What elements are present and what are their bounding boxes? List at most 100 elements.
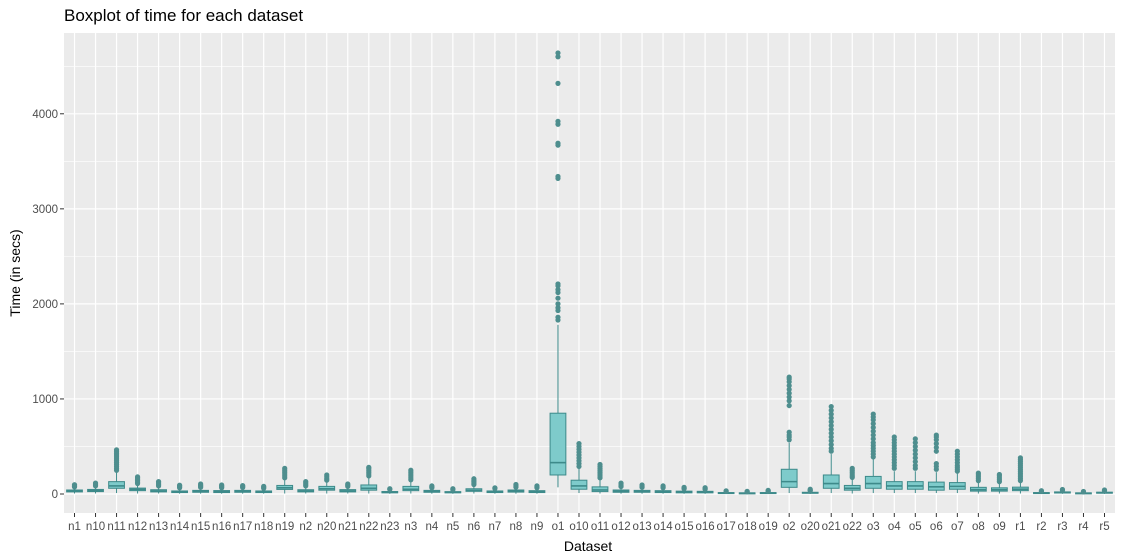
x-tick-label: o5 bbox=[909, 521, 922, 533]
outlier-point bbox=[933, 441, 939, 447]
outlier-point bbox=[786, 429, 792, 435]
outlier-point bbox=[828, 411, 834, 417]
outlier-point bbox=[828, 419, 834, 425]
outlier-point bbox=[513, 481, 519, 488]
box-o15 bbox=[675, 484, 693, 494]
outlier-point bbox=[555, 80, 561, 86]
box-n22 bbox=[360, 464, 378, 494]
x-tick-label: n21 bbox=[338, 521, 357, 533]
x-tick-label: o22 bbox=[843, 521, 862, 533]
x-tick-label: o19 bbox=[759, 521, 778, 533]
box-n9 bbox=[528, 483, 546, 494]
x-tick-label: o1 bbox=[552, 521, 565, 533]
outlier-point bbox=[849, 465, 855, 471]
y-axis: 0 1000 2000 3000 4000 bbox=[32, 109, 64, 501]
box-o18 bbox=[738, 488, 756, 495]
box-iqr bbox=[570, 479, 588, 490]
outlier-point bbox=[555, 118, 561, 124]
x-tick-label: o12 bbox=[611, 521, 630, 533]
x-tick-label: n4 bbox=[425, 521, 438, 533]
box-n17 bbox=[234, 483, 252, 494]
y-tick-label: 0 bbox=[52, 489, 58, 501]
x-tick-label: o2 bbox=[783, 521, 796, 533]
outlier-point bbox=[996, 471, 1002, 478]
outlier-point bbox=[92, 480, 99, 486]
x-tick-label: n16 bbox=[212, 521, 231, 533]
x-axis-title: Dataset bbox=[564, 538, 612, 554]
outlier-point bbox=[555, 314, 561, 320]
outlier-point bbox=[828, 422, 834, 429]
outlier-point bbox=[660, 483, 666, 489]
x-tick-label: n11 bbox=[107, 521, 125, 533]
outlier-point bbox=[597, 461, 603, 468]
x-tick-label: o6 bbox=[930, 521, 943, 533]
box-o10 bbox=[570, 441, 588, 494]
box-n14 bbox=[171, 482, 188, 494]
box-n15 bbox=[192, 481, 210, 494]
x-tick-label: n1 bbox=[68, 521, 81, 533]
box-r5 bbox=[1096, 487, 1113, 494]
x-tick-label: r3 bbox=[1057, 521, 1067, 533]
outlier-point bbox=[303, 479, 309, 485]
x-tick-label: o3 bbox=[867, 521, 880, 533]
box-r2 bbox=[1033, 488, 1050, 495]
outlier-point bbox=[912, 462, 918, 469]
outlier-point bbox=[912, 459, 918, 465]
x-tick-label: r5 bbox=[1099, 521, 1109, 533]
box-r1 bbox=[1012, 455, 1029, 494]
box-iqr bbox=[864, 475, 882, 489]
outlier-point bbox=[177, 482, 183, 488]
outlier-point bbox=[555, 281, 561, 287]
outlier-point bbox=[555, 301, 561, 307]
outlier-point bbox=[828, 407, 834, 413]
box-n21 bbox=[339, 481, 357, 494]
box-o9 bbox=[991, 471, 1008, 494]
x-tick-label: r1 bbox=[1015, 521, 1025, 533]
outlier-point bbox=[534, 483, 540, 489]
outlier-point bbox=[113, 447, 120, 453]
x-tick-label: n6 bbox=[467, 521, 480, 533]
outlier-point bbox=[1017, 455, 1024, 461]
x-tick-label: r2 bbox=[1036, 521, 1046, 533]
box-n6 bbox=[465, 476, 483, 494]
outlier-point bbox=[1059, 486, 1066, 493]
box-o3 bbox=[864, 411, 882, 494]
outlier-point bbox=[912, 440, 918, 446]
outlier-point bbox=[933, 432, 939, 438]
outlier-point bbox=[261, 483, 267, 489]
box-o16 bbox=[696, 485, 714, 494]
outlier-point bbox=[870, 432, 876, 438]
outlier-point bbox=[828, 430, 834, 436]
outlier-point bbox=[555, 54, 561, 60]
box-n5 bbox=[444, 486, 462, 494]
outlier-point bbox=[786, 383, 792, 389]
outlier-point bbox=[954, 448, 960, 454]
box-iqr bbox=[549, 412, 567, 476]
box-n20 bbox=[318, 472, 336, 494]
box-n4 bbox=[423, 483, 441, 494]
outlier-point bbox=[198, 481, 204, 487]
x-tick-label: n14 bbox=[170, 521, 190, 533]
outlier-point bbox=[555, 140, 561, 146]
outlier-point bbox=[828, 441, 834, 448]
box-n13 bbox=[150, 479, 167, 494]
x-tick-label: n5 bbox=[446, 521, 459, 533]
x-tick-label: n7 bbox=[489, 521, 502, 533]
box-o14 bbox=[654, 483, 672, 494]
box-o19 bbox=[759, 487, 777, 495]
box-o17 bbox=[717, 488, 735, 495]
outlier-point bbox=[429, 483, 435, 489]
outlier-point bbox=[744, 488, 750, 494]
outlier-point bbox=[555, 173, 561, 180]
outlier-point bbox=[282, 465, 288, 471]
outlier-point bbox=[912, 451, 918, 457]
box-o5 bbox=[906, 436, 924, 494]
x-tick-label: n12 bbox=[128, 521, 147, 533]
outlier-point bbox=[870, 421, 876, 427]
box-n10 bbox=[87, 480, 104, 494]
outlier-point bbox=[807, 486, 813, 492]
outlier-point bbox=[639, 482, 645, 488]
outlier-point bbox=[450, 486, 456, 492]
outlier-point bbox=[765, 487, 771, 493]
outlier-point bbox=[828, 434, 834, 440]
